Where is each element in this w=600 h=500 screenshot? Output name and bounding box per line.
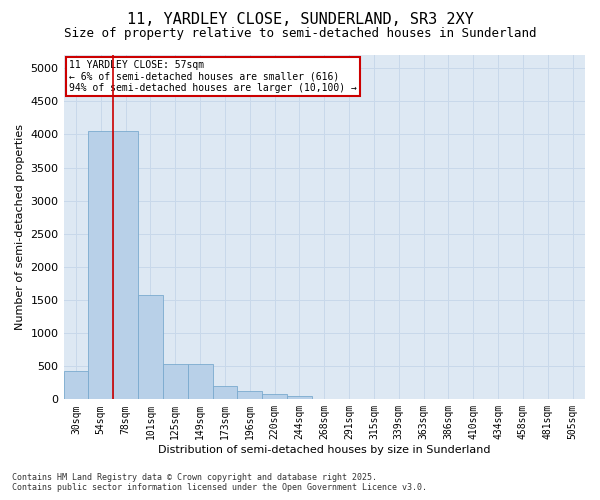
Bar [88,131,113,400]
Bar [113,131,138,400]
Bar [212,386,238,400]
Bar [138,294,163,400]
Bar [188,364,212,400]
Text: Size of property relative to semi-detached houses in Sunderland: Size of property relative to semi-detach… [64,28,536,40]
Text: Contains HM Land Registry data © Crown copyright and database right 2025.
Contai: Contains HM Land Registry data © Crown c… [12,473,427,492]
Bar [238,390,262,400]
Y-axis label: Number of semi-detached properties: Number of semi-detached properties [15,124,25,330]
X-axis label: Distribution of semi-detached houses by size in Sunderland: Distribution of semi-detached houses by … [158,445,491,455]
Bar [262,394,287,400]
Bar [163,364,188,400]
Text: 11, YARDLEY CLOSE, SUNDERLAND, SR3 2XY: 11, YARDLEY CLOSE, SUNDERLAND, SR3 2XY [127,12,473,28]
Text: 11 YARDLEY CLOSE: 57sqm
← 6% of semi-detached houses are smaller (616)
94% of se: 11 YARDLEY CLOSE: 57sqm ← 6% of semi-det… [69,60,356,94]
Bar [287,396,312,400]
Bar [64,371,88,400]
